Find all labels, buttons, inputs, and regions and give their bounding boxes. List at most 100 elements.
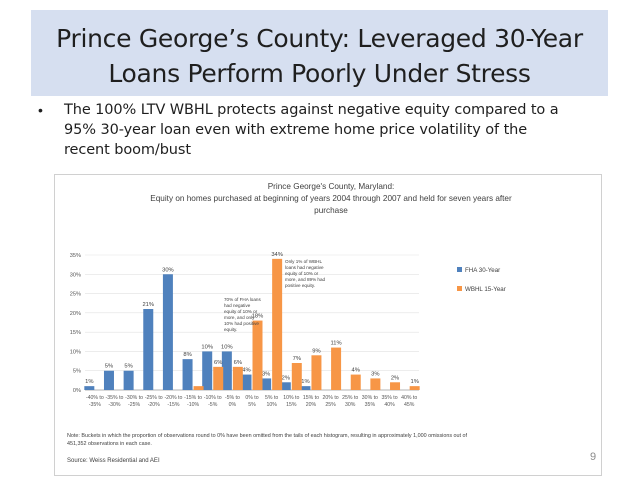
annotation-wbhl-line: Only 1% of WBHL xyxy=(285,259,322,264)
chart-gridlines xyxy=(85,254,419,391)
data-label: 6% xyxy=(234,360,242,366)
bar-wbhl xyxy=(232,366,243,390)
bar-wbhl xyxy=(311,355,322,390)
chart-title-line-1: Prince George's County, Maryland: xyxy=(268,182,395,191)
slide-number: 9 xyxy=(590,451,597,463)
x-tick-label: -10% to xyxy=(204,395,222,401)
x-tick-label: 5% to xyxy=(265,395,278,401)
data-label: 21% xyxy=(142,302,154,308)
data-label: 30% xyxy=(162,267,174,273)
data-label: 3% xyxy=(262,371,270,377)
data-label: 4% xyxy=(242,368,250,374)
bullet-dot-icon: • xyxy=(38,102,43,118)
x-tick-label: 40% xyxy=(384,402,395,408)
bar-fha xyxy=(162,274,173,390)
annotation-fha: 70% of FHA loans had negative equity of … xyxy=(224,297,261,332)
chart-source: Source: Weiss Residential and AEI xyxy=(67,458,160,464)
annotation-wbhl: Only 1% of WBHL loans had negative equit… xyxy=(285,259,326,288)
annotation-fha-line: equity. xyxy=(224,327,237,332)
x-tick-label: 10% to xyxy=(283,395,299,401)
annotation-wbhl-line: equity of 10% or xyxy=(285,271,319,276)
bar-fha xyxy=(123,370,134,390)
x-tick-label: -15% xyxy=(167,402,179,408)
data-label: 1% xyxy=(301,379,309,385)
y-tick-label: 30% xyxy=(70,272,81,278)
bar-fha xyxy=(84,386,95,390)
x-axis-ticks: -40% to-35% -35% to-30% -30% to-25% -25% to… xyxy=(86,395,417,408)
bar-wbhl xyxy=(350,374,361,390)
bar-wbhl xyxy=(252,320,263,390)
bar-fha xyxy=(202,351,213,390)
data-label: 2% xyxy=(282,375,290,381)
bar-fha xyxy=(103,370,114,390)
legend-label-wbhl: WBHL 15-Year xyxy=(465,286,506,293)
annotation-fha-line: equity of 10% or xyxy=(224,309,258,314)
data-label: 1% xyxy=(85,379,93,385)
y-tick-label: 20% xyxy=(70,311,81,317)
annotation-fha-line: had negative xyxy=(224,303,251,308)
bar-wbhl xyxy=(390,382,401,390)
legend-swatch-fha xyxy=(457,267,462,272)
y-tick-label: 5% xyxy=(73,369,81,375)
x-tick-label: -5% to xyxy=(225,395,240,401)
bullet-text-line-3: recent boom/bust xyxy=(64,142,191,158)
chart-card: Prince George's County, Maryland: Equity… xyxy=(54,174,602,476)
data-label: 3% xyxy=(371,371,379,377)
data-label: 10% xyxy=(201,344,213,350)
x-tick-label: -35% to xyxy=(106,395,124,401)
x-tick-label: 15% to xyxy=(303,395,319,401)
data-label: 5% xyxy=(105,364,113,370)
chart-bars: 1% 5% 5% 21% 30% 8% 10% 10% 4% 3% 2% 1% 6% 6% 18% 34% 7%… xyxy=(84,252,420,390)
x-tick-label: 20% xyxy=(306,402,317,408)
slide-title-line-2: Loans Perform Poorly Under Stress xyxy=(108,59,531,88)
data-label: 9% xyxy=(312,348,320,354)
data-label: 1% xyxy=(410,379,418,385)
x-tick-label: -25% to xyxy=(145,395,163,401)
x-tick-label: -30% to xyxy=(125,395,143,401)
annotation-wbhl-line: more, and 89% had xyxy=(285,277,326,282)
data-label: 4% xyxy=(352,368,360,374)
bar-wbhl xyxy=(193,386,204,390)
x-tick-label: 25% to xyxy=(342,395,358,401)
chart-title-line-2: Equity on homes purchased at beginning o… xyxy=(150,194,512,203)
annotation-fha-line: more, and only xyxy=(224,315,255,320)
x-tick-label: 5% xyxy=(248,402,256,408)
data-label: 34% xyxy=(271,252,283,258)
x-tick-label: 35% to xyxy=(381,395,397,401)
annotation-fha-line: 70% of FHA loans xyxy=(224,297,261,302)
data-label: 8% xyxy=(183,352,191,358)
x-tick-label: -30% xyxy=(108,402,120,408)
bullet-text-line-2: 95% 30-year loan even with extreme home … xyxy=(64,122,528,138)
bar-wbhl xyxy=(291,363,302,390)
bar-fha xyxy=(221,351,232,390)
chart-title-line-3: purchase xyxy=(314,206,348,215)
data-label: 18% xyxy=(252,314,264,320)
bar-fha xyxy=(143,309,154,390)
bar-wbhl xyxy=(272,258,283,390)
y-tick-label: 10% xyxy=(70,349,81,355)
data-label: 6% xyxy=(214,360,222,366)
bar-fha xyxy=(182,359,193,390)
chart-note-line-2: 451,352 observations in each case. xyxy=(67,441,152,447)
x-tick-label: 20% to xyxy=(323,395,339,401)
x-tick-label: -15% to xyxy=(184,395,202,401)
x-tick-label: 0% xyxy=(229,402,237,408)
data-label: 2% xyxy=(391,375,399,381)
x-tick-label: 35% xyxy=(365,402,376,408)
bar-fha xyxy=(300,386,311,390)
y-tick-label: 35% xyxy=(70,253,81,259)
annotation-fha-line: 10% had positive xyxy=(224,321,259,326)
bar-wbhl xyxy=(370,378,381,390)
x-tick-label: 10% xyxy=(266,402,277,408)
annotation-wbhl-line: loans had negative xyxy=(285,265,324,270)
x-tick-label: 30% to xyxy=(362,395,378,401)
y-tick-label: 0% xyxy=(73,388,81,394)
x-tick-label: -5% xyxy=(208,402,218,408)
data-label: 7% xyxy=(293,356,301,362)
bar-fha xyxy=(241,374,252,390)
data-label: 11% xyxy=(331,341,342,347)
annotation-wbhl-line: positive equity. xyxy=(285,283,315,288)
x-tick-label: -40% to xyxy=(86,395,104,401)
y-tick-label: 25% xyxy=(70,292,81,298)
bullet-text-line-1: The 100% LTV WBHL protects against negat… xyxy=(64,102,559,118)
